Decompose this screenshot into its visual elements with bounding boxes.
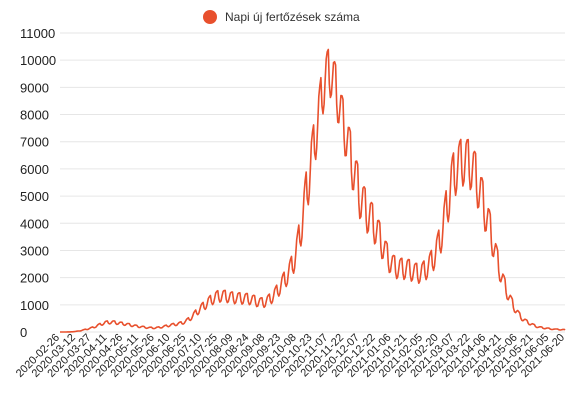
legend-swatch (203, 10, 217, 24)
gridlines (60, 32, 565, 333)
y-tick-label: 3000 (20, 243, 49, 258)
x-axis-ticks: 2020-02-262020-03-122020-03-272020-04-11… (14, 332, 567, 380)
y-axis-ticks: 0 1000 2000 3000 4000 5000 6000 7000 8000 9000 100… (20, 26, 56, 340)
y-tick-label: 2000 (20, 271, 49, 286)
y-tick-label: 4000 (20, 216, 49, 231)
y-tick-label: 0 (20, 325, 27, 340)
y-tick-label: 1000 (20, 298, 49, 313)
y-tick-label: 9000 (20, 80, 49, 95)
legend-label: Napi új fertőzések száma (225, 10, 360, 24)
y-tick-label: 7000 (20, 135, 49, 150)
y-tick-label: 8000 (20, 108, 49, 123)
series-layer (59, 48, 566, 333)
y-tick-label: 6000 (20, 162, 49, 177)
y-tick-label: 11000 (20, 26, 55, 41)
legend: Napi új fertőzések száma (203, 10, 360, 24)
series-line-napi-uj-fertozesek (59, 48, 566, 333)
y-tick-label: 10000 (20, 53, 56, 68)
y-tick-label: 5000 (20, 189, 49, 204)
